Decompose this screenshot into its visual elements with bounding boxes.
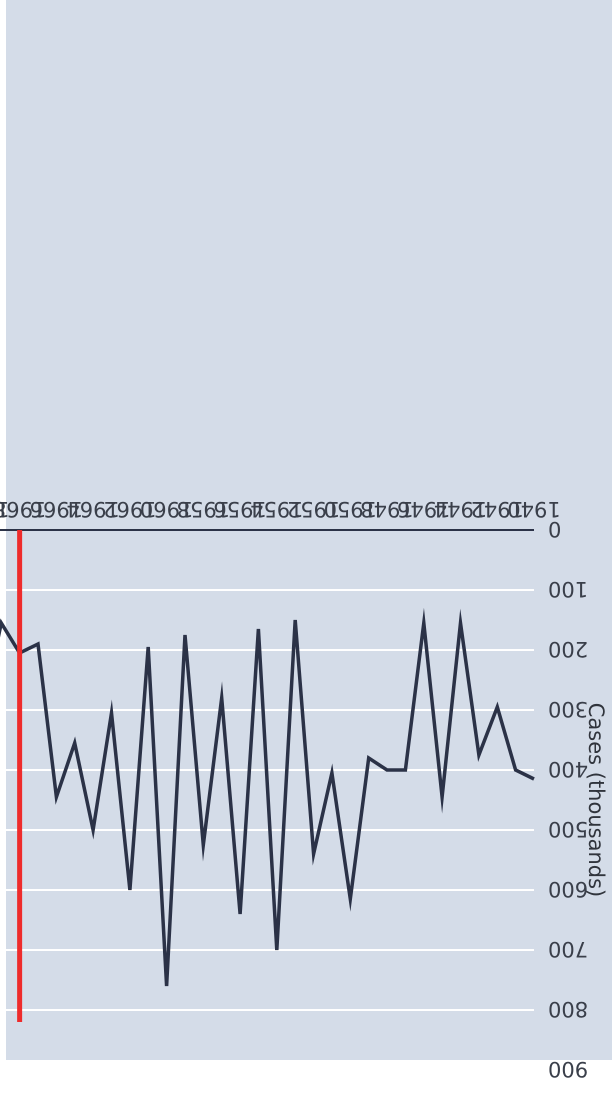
y-tick-label: 500 [548, 817, 588, 841]
x-tick-label: 1970 [0, 497, 10, 521]
x-tick-label: 1960 [140, 497, 193, 521]
y-tick-label: 800 [548, 997, 588, 1021]
x-tick-label: 1964 [66, 497, 119, 521]
x-tick-label: 1954 [250, 497, 303, 521]
data-series [0, 607, 535, 987]
y-tick-label: 0 [548, 517, 561, 541]
x-tick-label: 1946 [397, 497, 450, 521]
y-tick-label: 200 [548, 637, 588, 661]
x-tick-label: 1956 [213, 497, 266, 521]
y-tick-label: 400 [548, 757, 588, 781]
y-tick-labels: 0 100 200 300 400 500 600 700 800 900 [548, 517, 588, 1081]
y-tick-label: 700 [548, 937, 588, 961]
y-axis-title: Cases (thousands) [584, 703, 608, 898]
x-tick-labels: 1940194219441946194819501952195419561958… [0, 497, 561, 521]
x-tick-label: 1950 [324, 497, 377, 521]
x-tick-label: 1952 [287, 497, 340, 521]
x-tick-label: 1942 [471, 497, 524, 521]
x-tick-label: 1962 [103, 497, 156, 521]
x-tick-label: 1968 [0, 497, 46, 521]
y-tick-label: 600 [548, 877, 588, 901]
x-tick-label: 1940 [507, 497, 560, 521]
x-tick-label: 1966 [30, 497, 83, 521]
series-line-0 [0, 607, 535, 987]
y-tick-label: 100 [548, 577, 588, 601]
y-tick-label: 900 [548, 1057, 588, 1081]
y-tick-label: 300 [548, 697, 588, 721]
x-tick-label: 1948 [360, 497, 413, 521]
x-tick-label: 1944 [434, 497, 487, 521]
x-tick-label: 1958 [177, 497, 230, 521]
